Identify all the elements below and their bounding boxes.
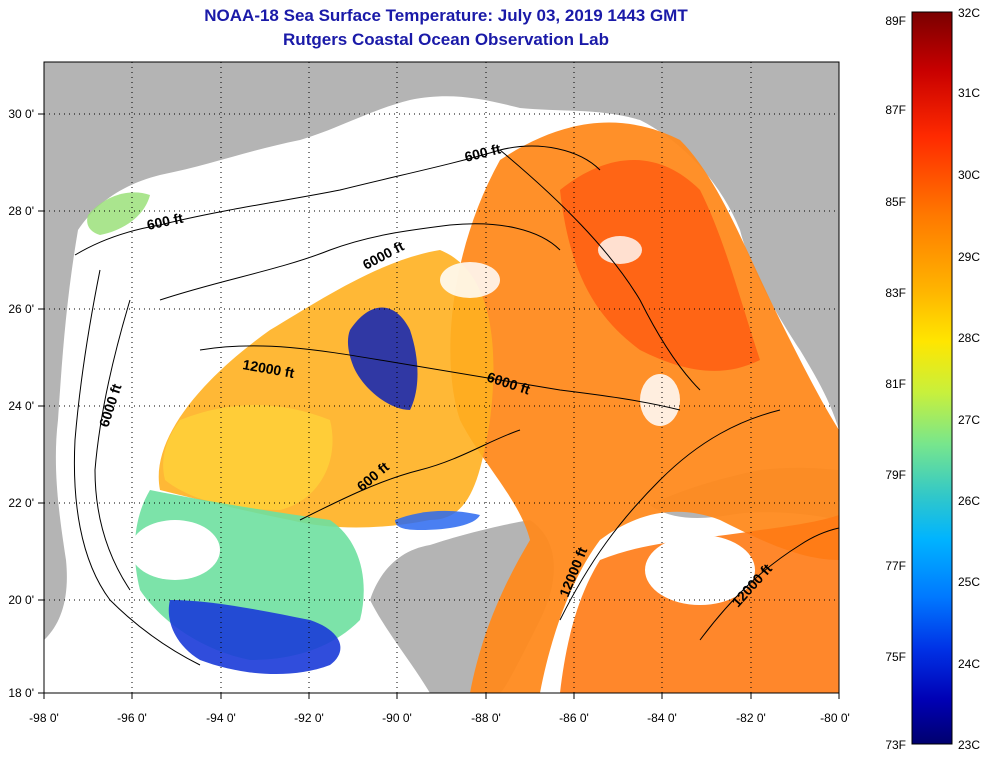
- lon-tick-label: -88 0': [471, 711, 501, 725]
- colorbar-f-label: 87F: [885, 103, 906, 117]
- sst-blue-band: [395, 510, 480, 530]
- colorbar-c-label: 29C: [958, 250, 980, 264]
- colorbar-c-label: 23C: [958, 738, 980, 752]
- colorbar-f-label: 73F: [885, 738, 906, 752]
- colorbar-f-label: 81F: [885, 377, 906, 391]
- lat-tick-label: 28 0': [8, 204, 34, 218]
- contour-600ft-west: [73, 269, 201, 666]
- colorbar-f-label: 77F: [885, 559, 906, 573]
- contour-600ft-north: [74, 145, 601, 256]
- colorbar-f-label: 75F: [885, 650, 906, 664]
- lat-tick-label: 30 0': [8, 107, 34, 121]
- lat-tick-label: 26 0': [8, 302, 34, 316]
- lon-tick-label: -90 0': [382, 711, 412, 725]
- lat-tick-label: 24 0': [8, 399, 34, 413]
- map-frame: [43, 61, 840, 694]
- lat-tick-label: 18 0': [8, 686, 34, 700]
- colorbar-f-label: 89F: [885, 14, 906, 28]
- cloud-patch: [440, 262, 500, 298]
- colorbar-c-labels: 32C 31C 30C 29C 28C 27C 26C 25C 24C 23C: [958, 6, 980, 752]
- contour-12000ft-caribbean: [559, 409, 781, 621]
- contour-6000ft-west: [94, 299, 131, 591]
- graticule: [44, 62, 839, 693]
- title-line-2: Rutgers Coastal Ocean Observation Lab: [283, 30, 609, 49]
- colorbar-f-label: 79F: [885, 468, 906, 482]
- colorbar-c-label: 30C: [958, 168, 980, 182]
- cloud-patch: [640, 374, 680, 426]
- colorbar-c-label: 27C: [958, 413, 980, 427]
- cloud-patch: [645, 535, 755, 605]
- colorbar-c-label: 24C: [958, 657, 980, 671]
- contour-label: 600 ft: [145, 210, 184, 233]
- lon-tick-label: -82 0': [736, 711, 766, 725]
- lon-tick-label: -80 0': [820, 711, 850, 725]
- axis-ticks: [38, 113, 840, 699]
- colorbar-c-label: 26C: [958, 494, 980, 508]
- contour-shelf-florida: [499, 149, 701, 391]
- colorbar-c-label: 32C: [958, 6, 980, 20]
- title-line-1: NOAA-18 Sea Surface Temperature: July 03…: [204, 6, 688, 25]
- sst-cold-eddy: [347, 307, 418, 410]
- lat-tick-label: 22 0': [8, 496, 34, 510]
- sst-central-yellow: [163, 405, 333, 510]
- colorbar-c-label: 31C: [958, 86, 980, 100]
- contour-6000ft-north: [159, 223, 561, 301]
- sst-warm-east-core: [560, 160, 760, 371]
- colorbar-c-label: 25C: [958, 575, 980, 589]
- contour-12000ft: [199, 345, 681, 411]
- sst-green-texas: [87, 192, 150, 235]
- cloud-patch: [130, 520, 220, 580]
- colorbar-f-label: 85F: [885, 195, 906, 209]
- cloud-patch: [160, 195, 340, 305]
- lon-tick-label: -96 0': [117, 711, 147, 725]
- lon-tick-label: -92 0': [294, 711, 324, 725]
- colorbar: [911, 11, 953, 745]
- lon-tick-label: -86 0': [559, 711, 589, 725]
- colorbar-f-label: 83F: [885, 286, 906, 300]
- lon-tick-label: -98 0': [29, 711, 59, 725]
- florida-land: [700, 62, 839, 385]
- cloud-patch: [598, 236, 642, 264]
- colorbar-c-label: 28C: [958, 331, 980, 345]
- sst-cold-core: [168, 600, 341, 675]
- lat-tick-label: 20 0': [8, 593, 34, 607]
- lon-tick-label: -94 0': [206, 711, 236, 725]
- lon-tick-label: -84 0': [647, 711, 677, 725]
- contour-12000ft-east: [699, 527, 839, 641]
- colorbar-f-labels: 89F 87F 85F 83F 81F 79F 77F 75F 73F: [885, 14, 906, 752]
